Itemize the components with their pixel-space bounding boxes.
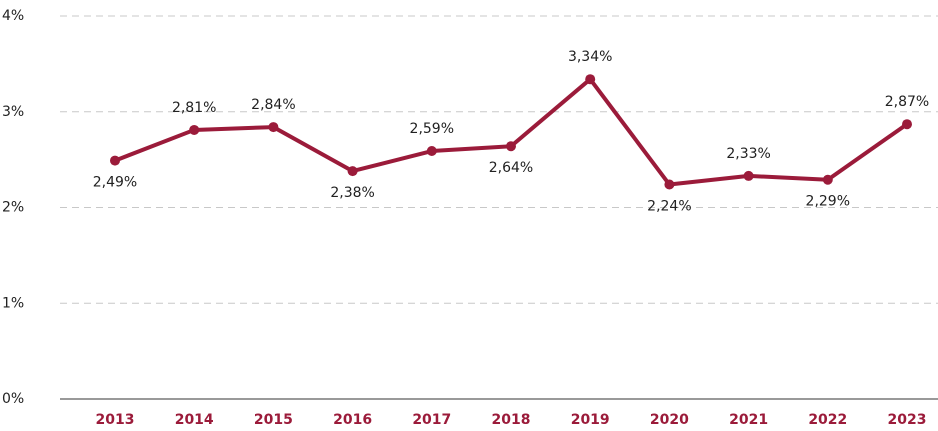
value-label: 2,64%: [489, 160, 533, 176]
value-label: 2,29%: [806, 194, 850, 210]
point: [822, 174, 833, 185]
value-label: 2,49%: [93, 175, 137, 191]
point: [585, 74, 596, 85]
value-label: 2,84%: [251, 97, 295, 113]
x-tick-label: 2020: [650, 412, 689, 428]
x-tick-label: 2021: [729, 412, 768, 428]
x-tick-label: 2013: [96, 412, 135, 428]
x-tick-label: 2019: [571, 412, 610, 428]
x-tick-label: 2023: [888, 412, 927, 428]
y-tick-label: 4%: [2, 8, 24, 24]
point: [902, 119, 912, 130]
point: [743, 170, 754, 181]
point: [426, 146, 437, 157]
y-tick-label: 3%: [2, 104, 24, 120]
y-tick-label: 1%: [2, 295, 24, 311]
x-tick-label: 2016: [333, 412, 372, 428]
point: [506, 141, 516, 152]
value-label: 2,33%: [726, 146, 770, 162]
point: [110, 155, 120, 166]
y-tick-label: 2%: [2, 200, 24, 216]
x-tick-label: 2022: [808, 412, 847, 428]
value-label: 2,87%: [885, 94, 929, 110]
x-tick-label: 2018: [492, 412, 531, 428]
point: [347, 166, 358, 177]
value-label: 2,59%: [410, 121, 454, 137]
point: [664, 179, 675, 190]
x-tick-label: 2014: [175, 412, 214, 428]
point: [189, 124, 200, 135]
value-label: 3,34%: [568, 49, 612, 65]
value-label: 2,38%: [330, 185, 374, 201]
y-tick-label: 0%: [2, 391, 24, 407]
x-tick-label: 2015: [254, 412, 293, 428]
value-label: 2,24%: [647, 199, 691, 215]
x-tick-label: 2017: [412, 412, 451, 428]
value-label: 2,81%: [172, 100, 216, 116]
point: [268, 122, 279, 133]
